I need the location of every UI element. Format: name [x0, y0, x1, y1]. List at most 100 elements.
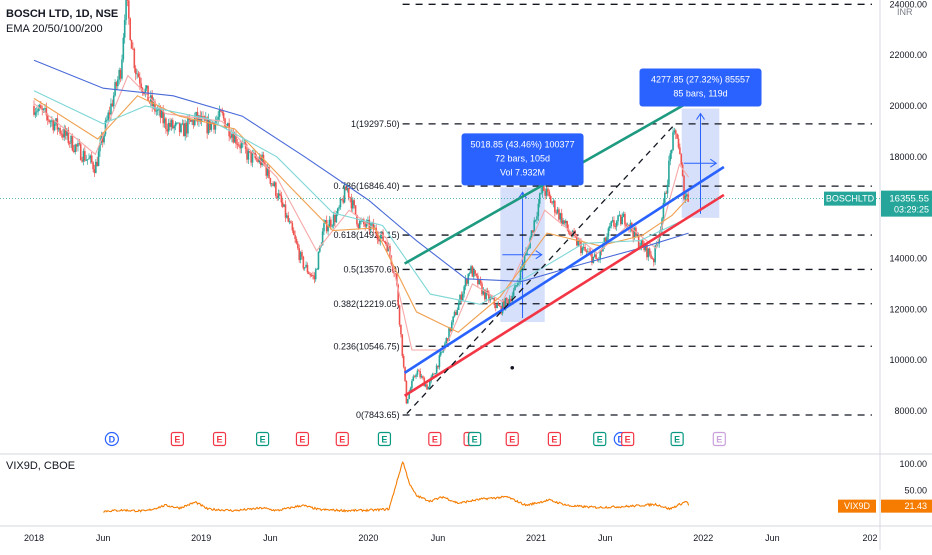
- candle-body: [680, 154, 683, 165]
- candle-body: [345, 186, 347, 191]
- earnings-event-icon[interactable]: [621, 431, 635, 447]
- candle-body: [349, 197, 351, 199]
- earnings-event-icon[interactable]: [505, 431, 519, 447]
- candle-body: [620, 214, 622, 225]
- earnings-event-icon[interactable]: [712, 431, 726, 447]
- candle-body: [192, 120, 195, 126]
- candle-body: [533, 220, 536, 233]
- candle-body: [90, 155, 93, 163]
- candle-body: [347, 188, 350, 198]
- candle-body: [607, 228, 610, 237]
- candle-body: [437, 365, 439, 368]
- candle-body: [92, 162, 94, 170]
- candle-body: [335, 214, 338, 223]
- ema-line-ema50[interactable]: [33, 95, 690, 333]
- candle-body: [99, 142, 101, 152]
- measure-callout-text: 72 bars, 105d: [495, 153, 550, 163]
- candle-body: [538, 193, 541, 204]
- candle-body: [565, 220, 567, 224]
- candle-body: [155, 110, 158, 112]
- candle-body: [319, 246, 321, 252]
- candle-body: [297, 243, 299, 249]
- candle-body: [163, 118, 166, 124]
- price-axis-tick-label: 24000.00: [889, 0, 927, 9]
- earnings-event-icon[interactable]: [377, 431, 392, 447]
- candle-body: [174, 122, 177, 127]
- channel-line-middle[interactable]: [403, 165, 725, 374]
- channel-line-lower[interactable]: [403, 193, 725, 397]
- vix-indicator-label[interactable]: VIX9D, CBOE: [6, 460, 76, 472]
- earnings-event-icon[interactable]: [670, 431, 684, 447]
- candle-body: [584, 246, 586, 251]
- candle-body: [312, 275, 314, 277]
- candle-body: [280, 195, 283, 203]
- candle-body: [136, 73, 138, 75]
- vix-line[interactable]: [103, 461, 690, 513]
- candle-body: [309, 273, 312, 276]
- candle-body: [239, 145, 241, 149]
- earnings-event-icon[interactable]: [255, 431, 270, 447]
- dividend-event-icon[interactable]: [104, 431, 119, 447]
- measure-arrowhead: [710, 158, 718, 168]
- earnings-event-icon[interactable]: [428, 431, 442, 447]
- ema-indicator-label[interactable]: EMA 20/50/100/200: [6, 23, 103, 35]
- event-letter: E: [625, 434, 631, 444]
- candle-body: [240, 143, 243, 149]
- candle-body: [511, 295, 514, 302]
- candle-body: [371, 222, 373, 225]
- candle-body: [261, 154, 263, 166]
- price-axis-tick-label: 10000.00: [889, 355, 927, 365]
- candle-body: [169, 122, 171, 127]
- earnings-event-icon[interactable]: [295, 431, 310, 447]
- candle-body: [543, 182, 545, 191]
- candle-body: [46, 115, 49, 121]
- candle-body: [508, 298, 511, 304]
- earnings-event-icon[interactable]: [468, 431, 482, 447]
- candle-body: [308, 272, 310, 274]
- candle-body: [450, 322, 453, 331]
- currency-label[interactable]: INR: [897, 7, 913, 17]
- candle-body: [604, 237, 607, 242]
- candle-body: [328, 219, 331, 227]
- candle-body: [270, 183, 273, 185]
- candle-body: [606, 236, 608, 242]
- candle-body: [378, 239, 380, 242]
- candle-body: [609, 226, 611, 229]
- candle-body: [651, 258, 654, 259]
- candle-body: [567, 229, 570, 233]
- candle-body: [409, 388, 412, 393]
- candle-body: [114, 82, 116, 96]
- candle-body: [248, 151, 251, 152]
- earnings-event-icon[interactable]: [212, 431, 227, 447]
- last-price-value: 16355.55: [889, 194, 929, 205]
- candle-body: [684, 195, 687, 200]
- candle-body: [482, 289, 485, 295]
- earnings-event-icon[interactable]: [593, 431, 607, 447]
- earnings-event-icon[interactable]: [547, 431, 561, 447]
- ema-line-ema200[interactable]: [33, 59, 689, 282]
- candle-body: [401, 334, 404, 356]
- candle-body: [417, 370, 420, 372]
- candle-body: [165, 118, 167, 130]
- candle-body: [273, 182, 276, 186]
- candle-body: [206, 117, 208, 134]
- price-axis-tick-label: 22000.00: [889, 50, 927, 60]
- candle-body: [499, 305, 501, 307]
- candle-body: [84, 151, 86, 161]
- candle-body: [130, 40, 133, 49]
- candle-body: [111, 103, 114, 107]
- ema-line-ema100[interactable]: [33, 90, 689, 305]
- earnings-event-icon[interactable]: [335, 431, 349, 447]
- candle-body: [207, 119, 210, 134]
- candle-body: [632, 230, 634, 238]
- symbol-title[interactable]: BOSCH LTD, 1D, NSE: [6, 8, 119, 20]
- candle-body: [488, 292, 490, 301]
- candle-body: [310, 275, 313, 276]
- ema-line-ema20[interactable]: [33, 74, 690, 351]
- candle-body: [540, 192, 542, 194]
- candle-body: [51, 120, 53, 122]
- earnings-event-icon[interactable]: [170, 431, 184, 447]
- candle-body: [60, 133, 63, 135]
